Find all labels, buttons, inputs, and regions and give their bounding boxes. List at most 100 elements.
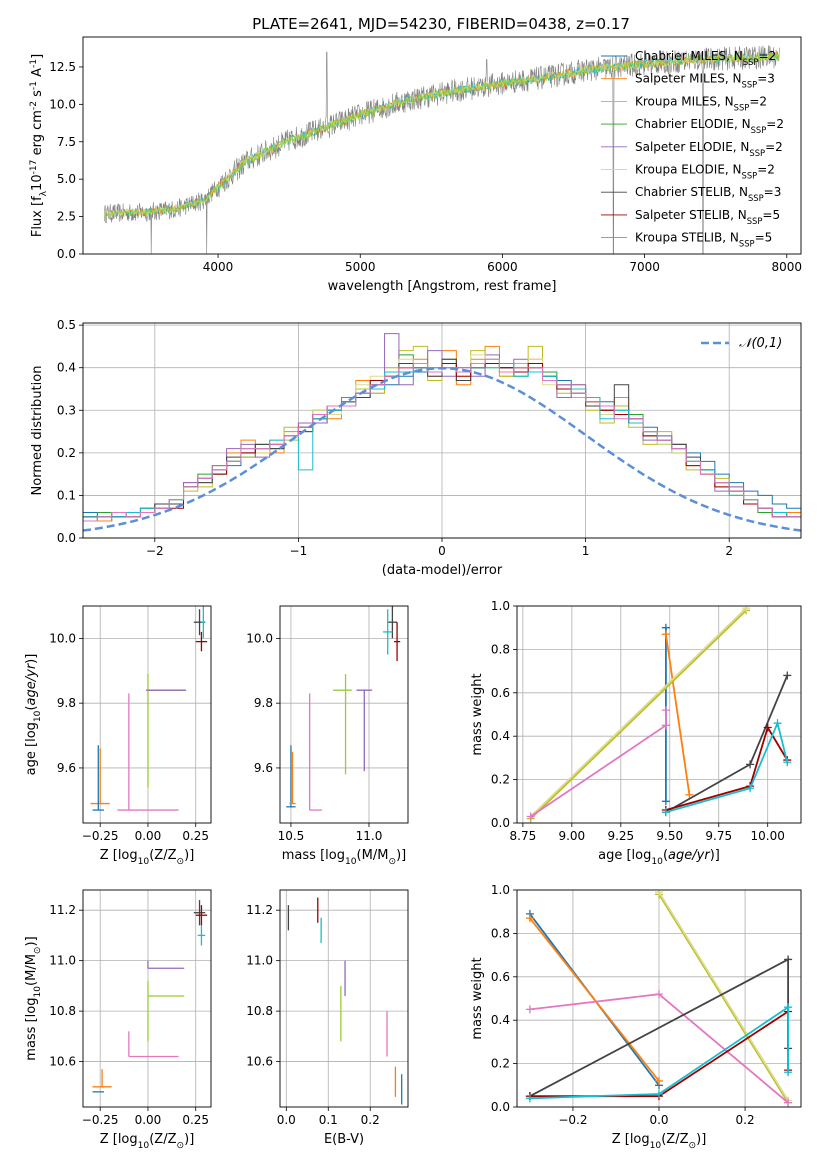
x-axis-label: Z [log10​(Z/Z⊙​)] bbox=[100, 1132, 195, 1151]
legend-entry: Kroupa STELIB, NSSP​=5 bbox=[635, 231, 772, 249]
plot-area-residuals bbox=[83, 333, 801, 532]
axes-z-age: −0.25 0.00 0.25 9.6 9.8 10.0 Z [log10​(Z/Z⊙​)]… bbox=[24, 605, 212, 867]
plot-area-spectrum bbox=[103, 45, 780, 254]
error-point bbox=[195, 905, 208, 926]
error-point bbox=[387, 606, 398, 639]
weight-marker bbox=[773, 719, 782, 728]
axes-residuals: −2 −1 0 1 2 0.0 0.1 0.2 0.3 0.4 0.5 (data-model)/er… bbox=[30, 318, 802, 578]
x-tick-label: 0 bbox=[438, 544, 446, 558]
x-tick-label: 0.2 bbox=[736, 1113, 755, 1127]
y-tick-label: 0.0 bbox=[491, 816, 510, 830]
weight-marker bbox=[661, 630, 670, 639]
y-tick-label: 10.6 bbox=[49, 1055, 76, 1069]
axes-frame bbox=[279, 605, 409, 824]
x-tick-label: 7000 bbox=[629, 260, 660, 274]
axes-frame bbox=[82, 605, 212, 824]
weight-marker bbox=[784, 955, 793, 964]
histogram-series bbox=[83, 358, 801, 522]
weight-marker bbox=[661, 706, 670, 715]
weight-marker bbox=[783, 758, 792, 767]
weight-line bbox=[530, 724, 667, 818]
y-tick-label: 11.0 bbox=[49, 954, 76, 968]
error-point bbox=[383, 609, 393, 655]
error-point bbox=[147, 960, 185, 969]
y-tick-label: 1.0 bbox=[491, 599, 510, 613]
x-tick-label: 0.2 bbox=[361, 1113, 380, 1127]
x-axis-label: age [log10​(age/yr)] bbox=[598, 848, 720, 867]
weight-marker bbox=[784, 1003, 793, 1012]
y-tick-label: 0.0 bbox=[57, 247, 76, 261]
axes-frame bbox=[82, 36, 802, 255]
y-axis-label: mass [log10​(M/M⊙​)] bbox=[24, 936, 43, 1060]
x-tick-label: 10.5 bbox=[278, 829, 305, 843]
y-tick-label: 10.8 bbox=[49, 1004, 76, 1018]
y-tick-label: 10.6 bbox=[246, 1055, 273, 1069]
x-axis-label: E(B-V) bbox=[324, 1132, 364, 1147]
y-tick-label: 0.5 bbox=[57, 318, 76, 332]
y-tick-label: 0.6 bbox=[491, 686, 510, 700]
legend-entry: Kroupa ELODIE, NSSP​=2 bbox=[635, 163, 775, 181]
y-tick-label: 0.6 bbox=[491, 970, 510, 984]
weight-line bbox=[665, 720, 789, 813]
axes-frame bbox=[516, 889, 802, 1108]
axes-frame bbox=[516, 605, 802, 824]
legend-entry: Salpeter STELIB, NSSP​=5 bbox=[635, 208, 780, 226]
axes-frame bbox=[82, 322, 802, 539]
axes-mass-age: 10.5 11.0 9.6 9.8 10.0 mass [log10​(M/M⊙​)] bbox=[246, 605, 409, 867]
error-point bbox=[193, 900, 206, 926]
x-axis-label: Z [log10​(Z/Z⊙​)] bbox=[612, 1132, 707, 1151]
error-point bbox=[197, 925, 206, 946]
axes-frame bbox=[82, 889, 212, 1108]
plot-area-z-age bbox=[90, 606, 208, 811]
weight-line bbox=[530, 607, 747, 818]
y-tick-label: 0.3 bbox=[57, 403, 76, 417]
axes-z-weight: −0.2 0.0 0.2 0.0 0.2 0.4 0.6 0.8 1.0 Z [log10​(Z/… bbox=[470, 883, 802, 1151]
x-tick-label: 10.00 bbox=[751, 829, 785, 843]
legend-entry: Kroupa MILES, NSSP​=2 bbox=[635, 94, 767, 112]
spectrum-line bbox=[104, 52, 780, 217]
error-point bbox=[201, 606, 206, 639]
y-axis-label: mass weight bbox=[470, 673, 485, 755]
error-point bbox=[393, 622, 401, 662]
y-tick-label: 11.0 bbox=[246, 954, 273, 968]
x-tick-label: −0.25 bbox=[82, 1113, 119, 1127]
y-tick-label: 0.4 bbox=[491, 729, 510, 743]
x-tick-label: 0.00 bbox=[135, 829, 162, 843]
error-point bbox=[286, 745, 296, 808]
plot-area-age-weight bbox=[526, 606, 792, 823]
weight-marker bbox=[742, 606, 751, 613]
y-tick-label: 2.5 bbox=[57, 210, 76, 224]
gaussian-curve bbox=[83, 366, 801, 532]
x-tick-label: 0.25 bbox=[182, 1113, 209, 1127]
x-tick-label: 0.00 bbox=[135, 1113, 162, 1127]
error-point bbox=[92, 745, 105, 811]
y-tick-label: 12.5 bbox=[49, 60, 76, 74]
plot-area-z-weight bbox=[525, 890, 793, 1107]
weight-line bbox=[658, 891, 789, 1101]
y-tick-label: 10.0 bbox=[49, 97, 76, 111]
legend-entry: Salpeter ELODIE, NSSP​=2 bbox=[635, 140, 783, 158]
y-tick-label: 11.2 bbox=[246, 903, 273, 917]
x-axis-label: Z [log10​(Z/Z⊙​)] bbox=[100, 848, 195, 867]
x-tick-label: 9.25 bbox=[607, 829, 634, 843]
y-tick-label: 9.8 bbox=[254, 696, 273, 710]
legend-entry: Chabrier MILES, NSSP​=2 bbox=[635, 49, 776, 67]
x-tick-label: 9.00 bbox=[558, 829, 585, 843]
axes-age-weight: 8.75 9.00 9.25 9.50 9.75 10.00 0.0 0.2 0.4 0.6 0.8… bbox=[470, 599, 802, 867]
legend-entry: Chabrier ELODIE, NSSP​=2 bbox=[635, 117, 784, 135]
y-tick-label: 1.0 bbox=[491, 883, 510, 897]
y-tick-label: 11.2 bbox=[49, 903, 76, 917]
error-point bbox=[195, 631, 208, 652]
error-point bbox=[92, 1069, 112, 1088]
weight-line bbox=[530, 609, 747, 820]
y-tick-label: 0.4 bbox=[57, 361, 76, 375]
y-tick-label: 0.8 bbox=[491, 642, 510, 656]
error-point bbox=[147, 980, 185, 1042]
y-axis-label: mass weight bbox=[470, 957, 485, 1039]
weight-marker bbox=[661, 721, 670, 730]
y-axis-label: Flux [fλ​10-17​ erg cm-2​ s-1​ A-1​] bbox=[29, 54, 49, 237]
error-point bbox=[356, 689, 373, 772]
y-tick-label: 0.4 bbox=[491, 1013, 510, 1027]
y-tick-label: 0.2 bbox=[491, 773, 510, 787]
